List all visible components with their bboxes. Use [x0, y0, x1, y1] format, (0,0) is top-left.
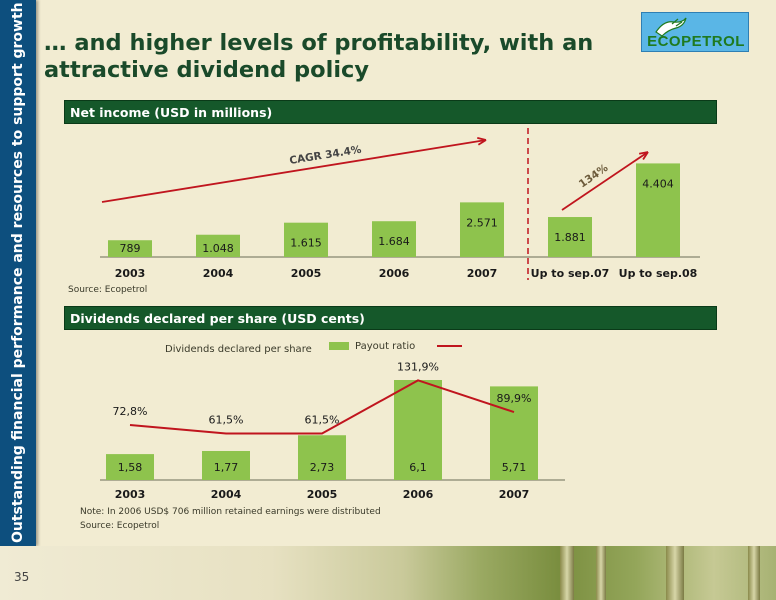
net-income-data-label: 1.684 — [378, 235, 410, 248]
footer-tree-trunk — [666, 546, 684, 600]
footer-tree-trunk — [560, 546, 574, 600]
sidebar: Outstanding financial performance and re… — [0, 0, 36, 546]
net-income-bar — [548, 217, 592, 257]
dividends-bar — [490, 386, 538, 480]
net-income-bar — [284, 222, 328, 257]
growth-arrow-head — [638, 151, 649, 161]
dividends-data-label: 1,77 — [214, 461, 239, 474]
dividends-tick-label: 2005 — [307, 488, 338, 501]
ecopetrol-logo: ECOPETROL — [641, 12, 749, 52]
net-income-bar — [108, 240, 152, 257]
dividends-bar — [394, 380, 442, 480]
net-income-tick-label: 2005 — [291, 267, 322, 280]
dividends-tick-label: 2006 — [403, 488, 434, 501]
cagr-arrow — [101, 139, 487, 203]
logo-text: ECOPETROL — [647, 33, 745, 50]
net-income-data-label: 4.404 — [642, 177, 674, 190]
net-income-data-label: 789 — [120, 242, 141, 255]
dividends-note: Note: In 2006 USD$ 706 million retained … — [80, 507, 381, 517]
net-income-data-label: 1.048 — [202, 242, 234, 255]
growth-label: 134% — [577, 162, 611, 191]
legend-label-payout: Payout ratio — [355, 341, 415, 352]
dividends-source: Source: Ecopetrol — [80, 521, 160, 531]
net-income-header: Net income (USD in millions) — [64, 100, 717, 124]
legend-swatch-dividends — [329, 342, 349, 350]
cagr-arrow-head — [477, 136, 487, 146]
net-income-data-label: 2.571 — [466, 216, 498, 229]
cagr-label: CAGR 34.4% — [289, 144, 363, 167]
dividends-bar — [298, 435, 346, 480]
page-number: 35 — [14, 570, 30, 584]
net-income-bar — [636, 163, 680, 257]
footer-tree-trunk — [596, 546, 606, 600]
net-income-tick-label: 2004 — [203, 267, 234, 280]
footer-decoration — [0, 546, 776, 600]
net-income-bar — [460, 202, 504, 257]
dividends-bar — [106, 454, 154, 480]
net-income-source: Source: Ecopetrol — [68, 285, 148, 295]
dividends-tick-label: 2004 — [211, 488, 242, 501]
payout-ratio-label: 61,5% — [209, 414, 244, 427]
net-income-tick-label: Up to sep.08 — [619, 267, 698, 280]
page-title: … and higher levels of profitability, wi… — [44, 30, 594, 83]
dividends-tick-label: 2003 — [115, 488, 146, 501]
growth-arrow — [561, 151, 649, 211]
net-income-tick-label: 2006 — [379, 267, 410, 280]
net-income-bar — [372, 221, 416, 257]
charts-canvas: 2003 789 2004 1.048 2005 1.615 2006 1.684 2007 2.… — [100, 128, 700, 501]
dividends-bar — [202, 450, 250, 480]
net-income-tick-label: Up to sep.07 — [531, 267, 610, 280]
payout-ratio-label: 89,9% — [497, 392, 532, 405]
net-income-data-label: 1.615 — [290, 237, 322, 250]
dividends-data-label: 2,73 — [310, 461, 335, 474]
payout-ratio-label: 131,9% — [397, 360, 439, 373]
net-income-tick-label: 2007 — [467, 267, 498, 280]
payout-ratio-line — [129, 379, 515, 435]
footer-tree-trunk — [748, 546, 760, 600]
legend-label-dividends: Dividends declared per share — [165, 344, 312, 355]
payout-ratio-label: 72,8% — [113, 405, 148, 418]
dividends-data-label: 6,1 — [409, 461, 427, 474]
net-income-data-label: 1.881 — [554, 231, 586, 244]
payout-ratio-label: 61,5% — [305, 414, 340, 427]
net-income-bar — [196, 234, 240, 257]
dividends-data-label: 1,58 — [118, 461, 143, 474]
net-income-tick-label: 2003 — [115, 267, 146, 280]
dividends-header: Dividends declared per share (USD cents) — [64, 306, 717, 330]
dividends-tick-label: 2007 — [499, 488, 530, 501]
iguana-icon — [655, 17, 687, 37]
dividends-data-label: 5,71 — [502, 461, 527, 474]
